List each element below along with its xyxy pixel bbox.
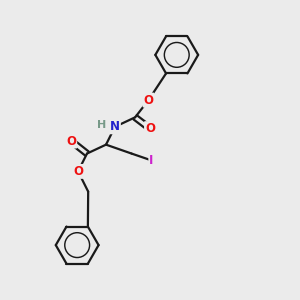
- Text: H: H: [97, 120, 106, 130]
- Text: O: O: [73, 165, 83, 178]
- Text: I: I: [149, 154, 154, 167]
- Text: O: O: [145, 122, 155, 135]
- Text: O: O: [66, 135, 76, 148]
- Text: N: N: [110, 120, 120, 133]
- Text: O: O: [143, 94, 154, 106]
